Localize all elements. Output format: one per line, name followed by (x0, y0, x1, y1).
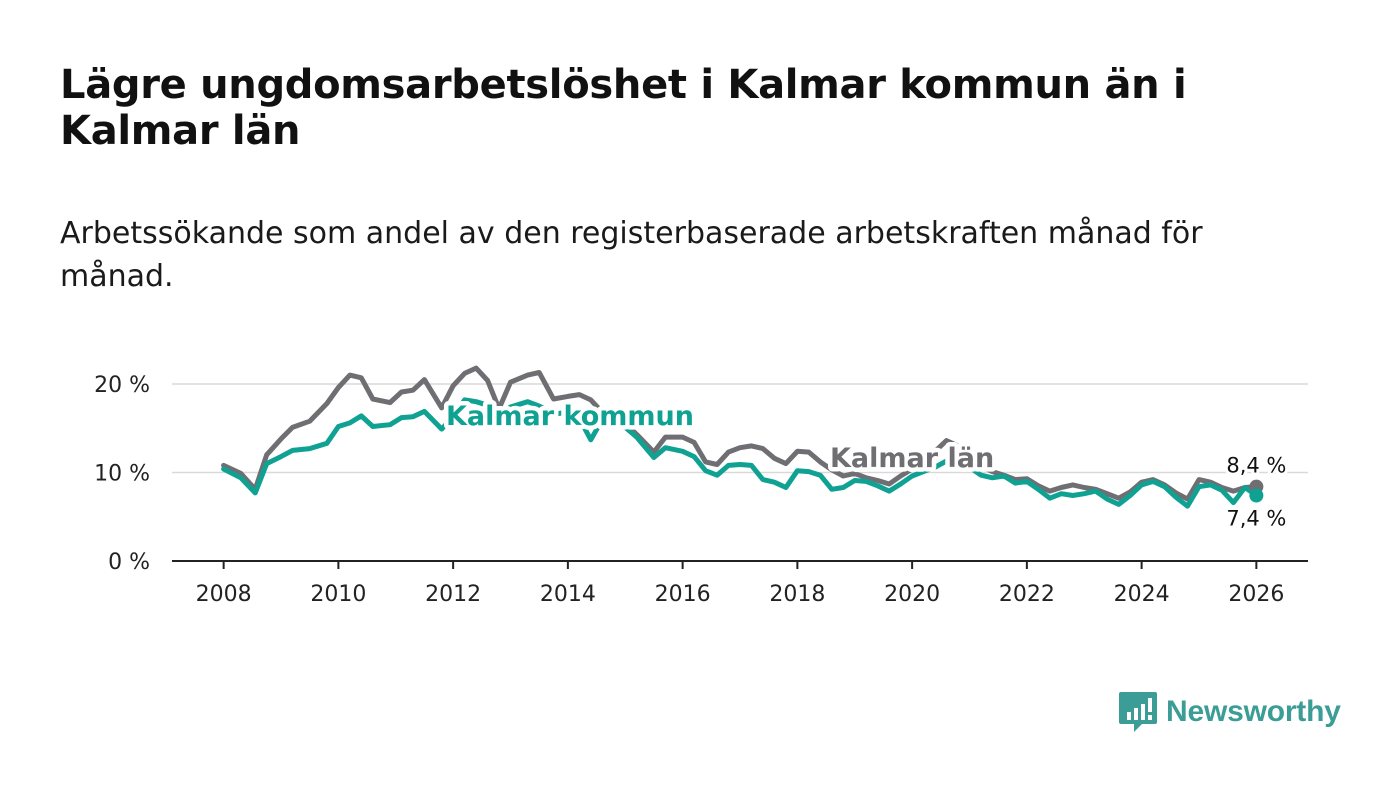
x-tick-label: 2018 (769, 582, 825, 607)
x-tick-label: 2026 (1228, 582, 1284, 607)
newsworthy-logo: Newsworthy (1118, 690, 1341, 734)
series-end-point (1249, 488, 1264, 503)
x-tick-label: 2014 (540, 582, 596, 607)
chart-labels: Kalmar län Kalmar kommun 8,4 % 7,4 % (442, 397, 1290, 534)
x-tick-label: 2024 (1114, 582, 1170, 607)
grid-lines: 0 % 10 % 20 % (94, 373, 1308, 575)
x-tick-label: 2020 (884, 582, 940, 607)
newsworthy-logo-icon (1119, 692, 1157, 732)
chart-title: Lägre ungdomsarbetslöshet i Kalmar kommu… (60, 62, 1187, 154)
chart-subtitle: Arbetssökande som andel av den registerb… (60, 216, 1203, 294)
series-name-label: Kalmar län (830, 443, 994, 474)
series-line-kalmar-län (221, 365, 1259, 502)
x-tick-label: 2022 (999, 582, 1055, 607)
series-lines (221, 365, 1264, 509)
y-tick-label: 0 % (108, 550, 150, 575)
series-name-label: Kalmar kommun (446, 401, 694, 432)
series-end-value-label: 8,4 % (1226, 454, 1286, 478)
x-tick-label: 2008 (196, 582, 252, 607)
series-line-kalmar-kommun (221, 397, 1259, 509)
x-tick-label: 2016 (655, 582, 711, 607)
newsworthy-logo-text: Newsworthy (1166, 695, 1341, 728)
y-tick-label: 20 % (94, 373, 150, 398)
y-tick-label: 10 % (94, 462, 150, 487)
x-axis: 2008 2010 2012 2014 2016 2018 2020 2022 2024 2026 (172, 560, 1308, 607)
x-tick-label: 2010 (310, 582, 366, 607)
x-tick-label: 2012 (425, 582, 481, 607)
series-end-value-label: 7,4 % (1226, 507, 1286, 531)
